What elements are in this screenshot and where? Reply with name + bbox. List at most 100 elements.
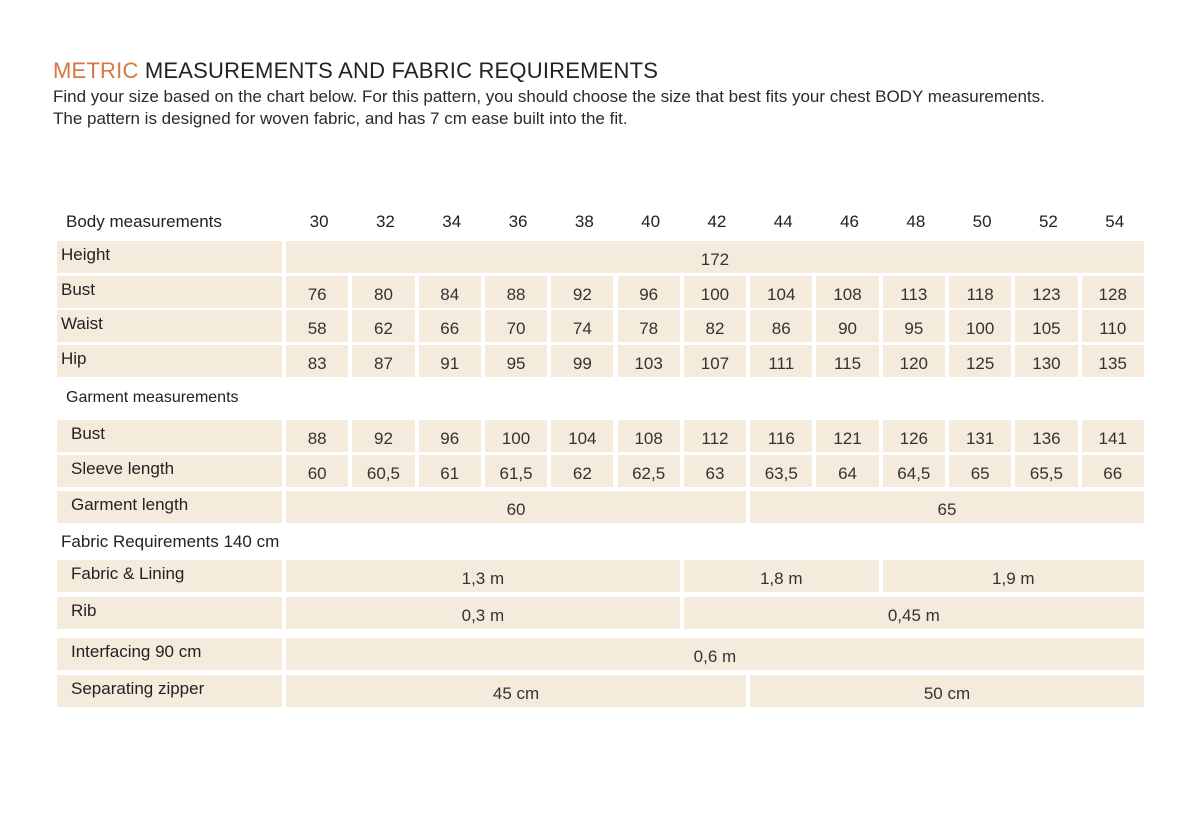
body-waist-cell-text: 105 xyxy=(1032,319,1061,338)
fabric-rib-label: Rib xyxy=(57,597,282,629)
body-bust-cell: 92 xyxy=(551,276,614,308)
body-bust-cell: 100 xyxy=(683,276,747,308)
garment-sleeve-length-cell-text: 63,5 xyxy=(764,464,798,483)
garment-sleeve-length-cell: 60,5 xyxy=(352,455,415,487)
body-hip-cell: 107 xyxy=(683,345,747,377)
body-bust-cell: 113 xyxy=(882,276,945,308)
garment-bust-cell-text: 116 xyxy=(767,429,795,448)
garment-sleeve-length-cell-text: 64 xyxy=(838,464,857,483)
body-waist-cell-text: 70 xyxy=(506,319,526,338)
body-hip-cell-text: 125 xyxy=(965,354,995,373)
intro-line-1: Find your size based on the chart below.… xyxy=(53,87,1045,106)
body-bust-cell: 76 xyxy=(286,276,349,308)
fabric-rib-span: 0,3 m xyxy=(286,597,680,629)
garment-bust-cell: 100 xyxy=(484,420,548,452)
fabric-fabric-lining-label: Fabric & Lining xyxy=(57,560,282,592)
size-header-32: 32 xyxy=(375,212,395,231)
body-bust-cell: 96 xyxy=(617,276,680,308)
garment-bust-label: Bust xyxy=(57,420,282,452)
body-measurements-header: Body measurements xyxy=(66,212,222,231)
body-hip-cell: 103 xyxy=(617,345,680,377)
body-bust-label: Bust xyxy=(57,276,282,308)
fabric-fabric-lining-span: 1,8 m xyxy=(683,560,879,592)
fabric-fabric-lining-span: 1,9 m xyxy=(882,560,1144,592)
body-hip-cell-text: 135 xyxy=(1098,354,1127,373)
body-hip-cell: 99 xyxy=(551,345,614,377)
size-header-52: 52 xyxy=(1038,212,1058,231)
body-bust-cell-text: 100 xyxy=(700,285,730,304)
garment-garment-length-span: 60 xyxy=(286,491,747,523)
garment-bust-cell-text: 92 xyxy=(373,429,393,448)
garment-sleeve-length-cell-text: 64,5 xyxy=(897,464,931,483)
body-bust-cell: 123 xyxy=(1015,276,1078,308)
garment-bust-cell-text: 136 xyxy=(1032,429,1061,448)
garment-bust-cell-text: 96 xyxy=(440,429,460,448)
body-hip-cell: 95 xyxy=(484,345,548,377)
body-hip-cell-text: 130 xyxy=(1032,354,1061,373)
body-bust-cell-text: 92 xyxy=(572,285,592,304)
garment-bust-cell-text: 131 xyxy=(965,429,995,448)
garment-sleeve-length-label: Sleeve length xyxy=(57,455,282,487)
garment-sleeve-length-cell: 62 xyxy=(551,455,614,487)
garment-bust-cell: 112 xyxy=(683,420,747,452)
body-hip-cell: 91 xyxy=(418,345,481,377)
size-header-46: 46 xyxy=(840,212,859,231)
size-header-44: 44 xyxy=(773,212,793,231)
body-hip-cell: 83 xyxy=(286,345,349,377)
body-hip-label: Hip xyxy=(57,345,282,377)
body-bust-cell: 128 xyxy=(1081,276,1144,308)
garment-garment-length-label: Garment length xyxy=(57,491,282,523)
garment-bust-cell: 136 xyxy=(1015,420,1078,452)
garment-bust-cell: 88 xyxy=(286,420,349,452)
title-rest: MEASUREMENTS AND FABRIC REQUIREMENTS xyxy=(144,58,659,83)
garment-bust-cell: 96 xyxy=(418,420,481,452)
body-waist-cell: 82 xyxy=(683,310,747,342)
body-hip-cell-text: 115 xyxy=(833,354,862,373)
fabric-separating-zipper-span: 50 cm xyxy=(750,675,1144,707)
body-bust-cell-text: 96 xyxy=(639,285,659,304)
size-header-50: 50 xyxy=(972,212,992,231)
fabric-interfacing-90-cm-span-text: 0,6 m xyxy=(693,647,737,666)
size-header-42: 42 xyxy=(707,212,727,231)
body-waist-cell: 100 xyxy=(949,310,1012,342)
garment-bust-cell: 126 xyxy=(882,420,945,452)
body-hip-cell-text: 95 xyxy=(506,354,526,373)
fabric-fabric-lining-span-text: 1,9 m xyxy=(992,569,1035,588)
garment-sleeve-length-cell-text: 61,5 xyxy=(499,464,533,483)
body-bust-cell: 80 xyxy=(352,276,415,308)
garment-sleeve-length-cell-text: 60 xyxy=(307,464,327,483)
body-hip-cell-text: 99 xyxy=(572,354,592,373)
fabric-separating-zipper-label: Separating zipper xyxy=(57,675,282,707)
fabric-fabric-lining-span-text: 1,3 m xyxy=(461,569,505,588)
body-waist-cell: 86 xyxy=(750,310,813,342)
body-waist-cell: 58 xyxy=(286,310,349,342)
body-height-label: Height xyxy=(57,241,282,273)
body-waist-cell-text: 78 xyxy=(639,319,659,338)
garment-bust-cell-text: 141 xyxy=(1098,429,1127,448)
garment-bust-cell: 121 xyxy=(816,420,879,452)
fabric-separating-zipper-span-text: 50 cm xyxy=(923,684,971,703)
garment-sleeve-length-cell: 65 xyxy=(949,455,1012,487)
body-bust-cell-text: 80 xyxy=(373,285,393,304)
garment-sleeve-length-cell: 61,5 xyxy=(484,455,548,487)
garment-bust-cell: 108 xyxy=(617,420,680,452)
garment-garment-length-span-text: 65 xyxy=(937,500,957,519)
body-hip-cell: 120 xyxy=(882,345,945,377)
garment-bust-cell-text: 121 xyxy=(833,429,862,448)
garment-bust-cell-text: 126 xyxy=(899,429,929,448)
garment-sleeve-length-cell-text: 60,5 xyxy=(366,464,400,483)
fabric-requirements-header: Fabric Requirements 140 cm xyxy=(61,532,280,551)
body-bust-cell-text: 118 xyxy=(966,285,994,304)
body-hip-cell: 115 xyxy=(816,345,879,377)
body-height-span-text: 172 xyxy=(700,250,730,269)
fabric-fabric-lining-span: 1,3 m xyxy=(286,560,680,592)
body-bust-cell: 104 xyxy=(750,276,813,308)
title-accent: METRIC xyxy=(53,58,139,83)
garment-garment-length-span-text: 60 xyxy=(506,500,526,519)
garment-bust-cell-text: 104 xyxy=(568,429,597,448)
body-bust-cell: 108 xyxy=(816,276,879,308)
body-waist-cell-text: 90 xyxy=(838,319,857,338)
body-waist-cell-text: 74 xyxy=(572,319,592,338)
fabric-interfacing-90-cm-label: Interfacing 90 cm xyxy=(57,638,282,670)
body-bust-cell-text: 84 xyxy=(440,285,460,304)
